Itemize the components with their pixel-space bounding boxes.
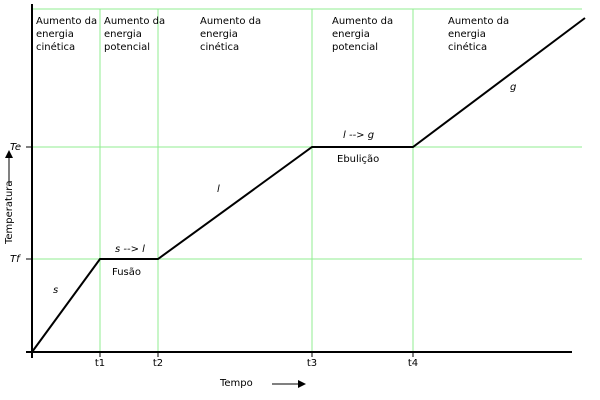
region-label: energia (104, 29, 142, 40)
y-tick-label: Tf (10, 254, 21, 265)
y-arrow-head (5, 150, 13, 158)
transition-label: l --> g (343, 130, 374, 141)
region-label: Aumento da (448, 16, 509, 27)
transition-label: s --> l (115, 244, 145, 255)
phase-label: g (510, 82, 516, 93)
region-label: Aumento da (332, 16, 393, 27)
y-tick-label: Te (10, 142, 21, 153)
region-label: energia (200, 29, 238, 40)
process-label: Fusão (112, 267, 141, 278)
region-label: potencial (104, 42, 150, 53)
region-label: energia (36, 29, 74, 40)
region-label: Aumento da (200, 16, 261, 27)
phase-label: l (217, 184, 220, 195)
phase-label: s (53, 285, 58, 296)
x-arrow-head (298, 380, 306, 388)
x-tick-label: t2 (153, 358, 163, 369)
process-label: Ebulição (337, 154, 379, 165)
x-tick-label: t3 (307, 358, 317, 369)
region-label: energia (332, 29, 370, 40)
region-label: energia (448, 29, 486, 40)
region-label: Aumento da (104, 16, 165, 27)
ticks (26, 146, 414, 357)
region-label: cinética (448, 41, 487, 53)
region-label: Aumento da (36, 16, 97, 27)
region-label: cinética (36, 41, 75, 53)
grid (32, 8, 582, 352)
heating-curve (31, 17, 586, 353)
y-axis-label: Temperatura (4, 180, 15, 245)
region-label: potencial (332, 42, 378, 53)
x-tick-label: t1 (95, 358, 105, 369)
x-tick-label: t4 (408, 358, 418, 369)
region-label: cinética (200, 41, 239, 53)
x-axis-label: Tempo (219, 378, 253, 389)
